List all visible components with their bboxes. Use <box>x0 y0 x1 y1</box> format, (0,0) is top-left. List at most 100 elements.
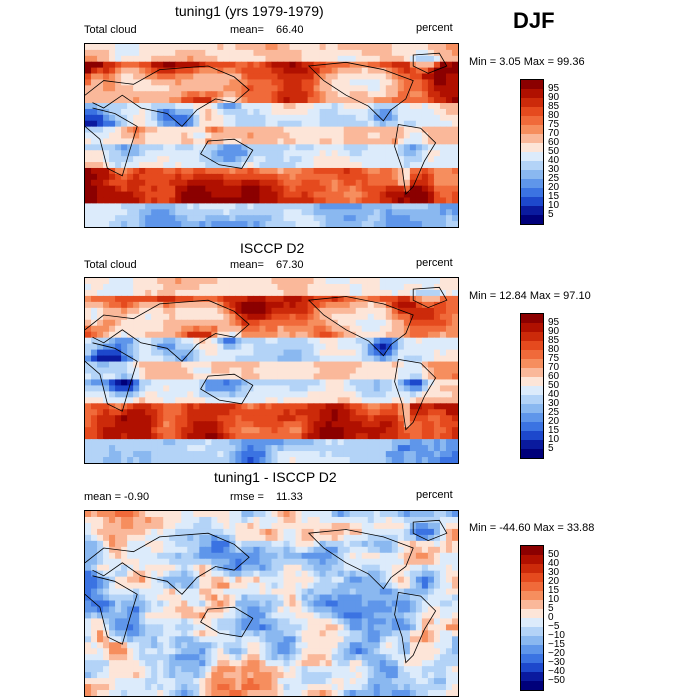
heatmap-cell <box>355 421 363 428</box>
heatmap-cell <box>421 44 429 51</box>
heatmap-cell <box>217 167 224 175</box>
heatmap-cell <box>445 185 453 193</box>
heatmap-cell <box>319 391 327 398</box>
heatmap-cell <box>343 173 351 181</box>
heatmap-cell <box>427 49 435 57</box>
heatmap-cell <box>427 373 435 381</box>
heatmap-cell <box>139 576 146 584</box>
heatmap-cell <box>271 349 279 357</box>
heatmap-cell <box>211 79 218 86</box>
heatmap-cell <box>415 79 423 86</box>
heatmap-cell <box>295 114 303 122</box>
heatmap-cell <box>85 421 92 428</box>
heatmap-cell <box>331 97 339 104</box>
heatmap-cell <box>229 606 237 614</box>
heatmap-cell <box>127 319 134 327</box>
heatmap-cell <box>157 144 164 151</box>
heatmap-cell <box>277 546 285 554</box>
heatmap-cell <box>223 433 230 440</box>
heatmap-cell <box>265 576 273 584</box>
panel2-variable: Total cloud <box>84 259 137 271</box>
heatmap-cell <box>181 349 188 357</box>
heatmap-cell <box>235 325 243 333</box>
heatmap-cell <box>241 319 249 327</box>
heatmap-cell <box>223 325 230 333</box>
heatmap-cell <box>415 215 423 222</box>
heatmap-cell <box>307 540 315 548</box>
heatmap-cell <box>217 457 224 463</box>
heatmap-cell <box>193 114 200 122</box>
heatmap-cell <box>223 55 230 63</box>
heatmap-cell <box>409 167 417 175</box>
heatmap-cell <box>151 552 158 560</box>
heatmap-cell <box>403 570 411 578</box>
heatmap-cell <box>349 409 357 416</box>
heatmap-cell <box>181 343 188 351</box>
heatmap-cell <box>271 421 279 428</box>
heatmap-cell <box>181 337 188 345</box>
heatmap-cell <box>229 79 237 86</box>
heatmap-cell <box>349 457 357 463</box>
heatmap-cell <box>157 173 164 181</box>
heatmap-cell <box>229 367 237 375</box>
heatmap-cell <box>103 138 110 145</box>
heatmap-cell <box>355 367 363 375</box>
heatmap-cell <box>103 44 110 51</box>
heatmap-cell <box>349 540 357 548</box>
heatmap-cell <box>301 215 309 222</box>
heatmap-cell <box>211 108 218 116</box>
heatmap-cell <box>103 289 110 297</box>
heatmap-cell <box>169 150 176 157</box>
heatmap-cell <box>253 540 261 548</box>
heatmap-cell <box>85 397 92 404</box>
heatmap-cell <box>277 606 285 614</box>
heatmap-cell <box>175 516 182 524</box>
heatmap-cell <box>289 67 297 75</box>
heatmap-cell <box>313 421 321 428</box>
heatmap-cell <box>247 576 255 584</box>
heatmap-cell <box>139 132 146 140</box>
heatmap-cell <box>427 162 435 169</box>
heatmap-cell <box>151 278 158 285</box>
heatmap-cell <box>259 427 267 434</box>
heatmap-cell <box>451 522 458 530</box>
heatmap-cell <box>445 289 453 297</box>
heatmap-cell <box>223 528 230 536</box>
heatmap-cell <box>451 534 458 542</box>
heatmap-cell <box>127 73 134 81</box>
heatmap-cell <box>301 191 309 199</box>
heatmap-cell <box>205 114 212 122</box>
heatmap-cell <box>151 120 158 128</box>
heatmap-cell <box>121 558 128 566</box>
heatmap-cell <box>337 185 345 193</box>
heatmap-cell <box>349 221 357 227</box>
heatmap-cell <box>439 534 447 542</box>
heatmap-cell <box>193 570 200 578</box>
heatmap-cell <box>325 445 333 452</box>
heatmap-cell <box>337 439 345 446</box>
heatmap-cell <box>325 427 333 434</box>
heatmap-cell <box>235 185 243 193</box>
heatmap-cell <box>115 156 122 163</box>
heatmap-cell <box>415 409 423 416</box>
heatmap-cell <box>259 215 267 222</box>
heatmap-cell <box>205 97 212 104</box>
heatmap-cell <box>409 457 417 463</box>
heatmap-cell <box>397 283 405 291</box>
heatmap-cell <box>415 457 423 463</box>
heatmap-cell <box>259 278 267 285</box>
heatmap-cell <box>271 44 279 51</box>
heatmap-cell <box>331 144 339 151</box>
heatmap-cell <box>205 61 212 69</box>
heatmap-cell <box>271 546 279 554</box>
heatmap-cell <box>247 373 255 381</box>
heatmap-cell <box>445 79 453 86</box>
heatmap-cell <box>319 103 327 110</box>
heatmap-cell <box>121 150 128 157</box>
heatmap-cell <box>355 534 363 542</box>
heatmap-cell <box>139 138 146 145</box>
heatmap-cell <box>313 278 321 285</box>
heatmap-cell <box>259 540 267 548</box>
heatmap-cell <box>295 85 303 92</box>
heatmap-cell <box>259 546 267 554</box>
